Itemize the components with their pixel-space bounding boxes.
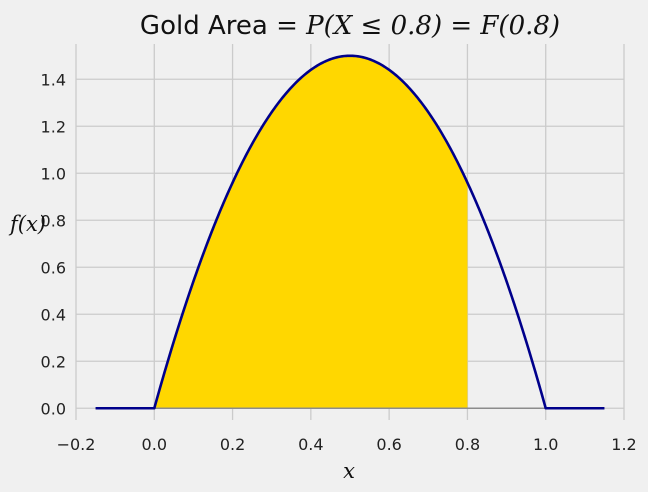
gold-area — [154, 55, 468, 409]
y-axis-label: f(x) — [8, 212, 46, 236]
x-tick-label: −0.2 — [57, 435, 96, 454]
x-tick-label: 0.6 — [376, 435, 401, 454]
y-tick-label: 0.4 — [41, 305, 66, 324]
density-curve — [95, 54, 605, 410]
y-tick-label: 1.0 — [41, 164, 66, 183]
x-tick-labels: −0.2 0.0 0.2 0.4 0.6 0.8 1.0 1.2 — [57, 435, 637, 454]
y-tick-label: 0.2 — [41, 352, 66, 371]
chart-title-math: = P(X ≤ 0.8) = F(0.8) — [276, 11, 560, 41]
y-tick-label: 1.2 — [41, 117, 66, 136]
x-tick-label: 0.8 — [455, 435, 480, 454]
x-tick-label: 0.2 — [220, 435, 245, 454]
x-tick-label: 0.4 — [298, 435, 323, 454]
chart-title: Gold Area = P(X ≤ 0.8) = F(0.8) — [140, 11, 560, 41]
x-tick-label: 0.0 — [142, 435, 167, 454]
y-tick-label: 1.4 — [41, 70, 66, 89]
y-tick-label: 0.8 — [41, 211, 66, 230]
y-tick-labels: 0.0 0.2 0.4 0.6 0.8 1.0 1.2 1.4 — [41, 70, 66, 418]
x-tick-label: 1.0 — [533, 435, 558, 454]
y-tick-label: 0.6 — [41, 258, 66, 277]
x-tick-label: 1.2 — [611, 435, 636, 454]
y-tick-label: 0.0 — [41, 399, 66, 418]
chart-title-plain: Gold Area — [140, 11, 276, 41]
x-axis-label: x — [343, 459, 355, 483]
